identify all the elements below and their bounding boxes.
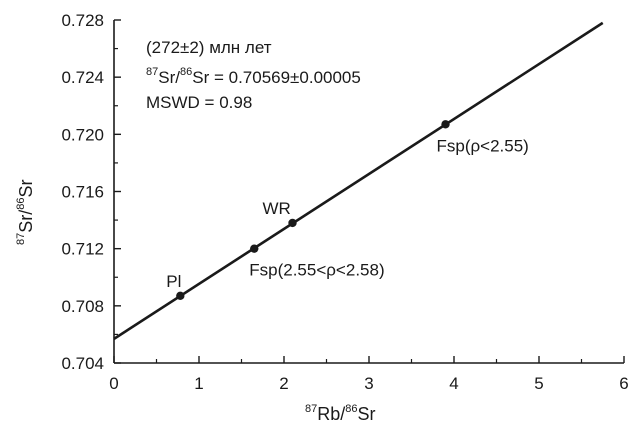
isochron-line <box>113 21 604 340</box>
mswd-annotation: MSWD = 0.98 <box>146 93 252 112</box>
y-ticks: 0.704 0.708 0.712 0.716 0.720 0.724 0.728 <box>61 11 121 373</box>
data-point <box>176 291 185 301</box>
point-label: WR <box>263 199 291 218</box>
data-point <box>288 218 297 228</box>
x-tick-label: 3 <box>364 374 373 393</box>
y-tick-label: 0.720 <box>61 125 104 144</box>
x-tick-label: 0 <box>109 374 118 393</box>
point-label: Fsp(2.55<ρ<2.58) <box>249 261 384 280</box>
data-point <box>250 244 259 253</box>
x-tick-label: 4 <box>449 374 458 393</box>
x-axis-title: 87Rb/86Sr <box>305 403 376 424</box>
y-tick-label: 0.704 <box>61 354 104 373</box>
y-tick-label: 0.724 <box>61 68 104 87</box>
x-tick-label: 5 <box>534 374 543 393</box>
y-tick-label: 0.716 <box>61 183 104 202</box>
point-label: Fsp(ρ<2.55) <box>437 136 529 155</box>
x-ticks: 0 1 2 3 4 5 6 <box>109 356 629 393</box>
point-label: Pl <box>166 272 181 291</box>
x-tick-label: 1 <box>194 374 203 393</box>
age-annotation: (272±2) млн лет <box>146 38 272 57</box>
y-tick-label: 0.728 <box>61 11 104 30</box>
data-point <box>441 120 450 129</box>
y-axis-title: 87Sr/86Sr <box>15 179 36 245</box>
isochron-line-group <box>113 21 604 340</box>
y-tick-label: 0.708 <box>61 297 104 316</box>
initial-ratio-annotation: 87Sr/86Sr = 0.70569±0.00005 <box>146 66 361 87</box>
x-tick-label: 6 <box>619 374 628 393</box>
y-tick-label: 0.712 <box>61 240 104 259</box>
data-points: Pl Fsp(2.55<ρ<2.58) WR Fsp(ρ<2.55) <box>166 120 529 301</box>
x-tick-label: 2 <box>279 374 288 393</box>
